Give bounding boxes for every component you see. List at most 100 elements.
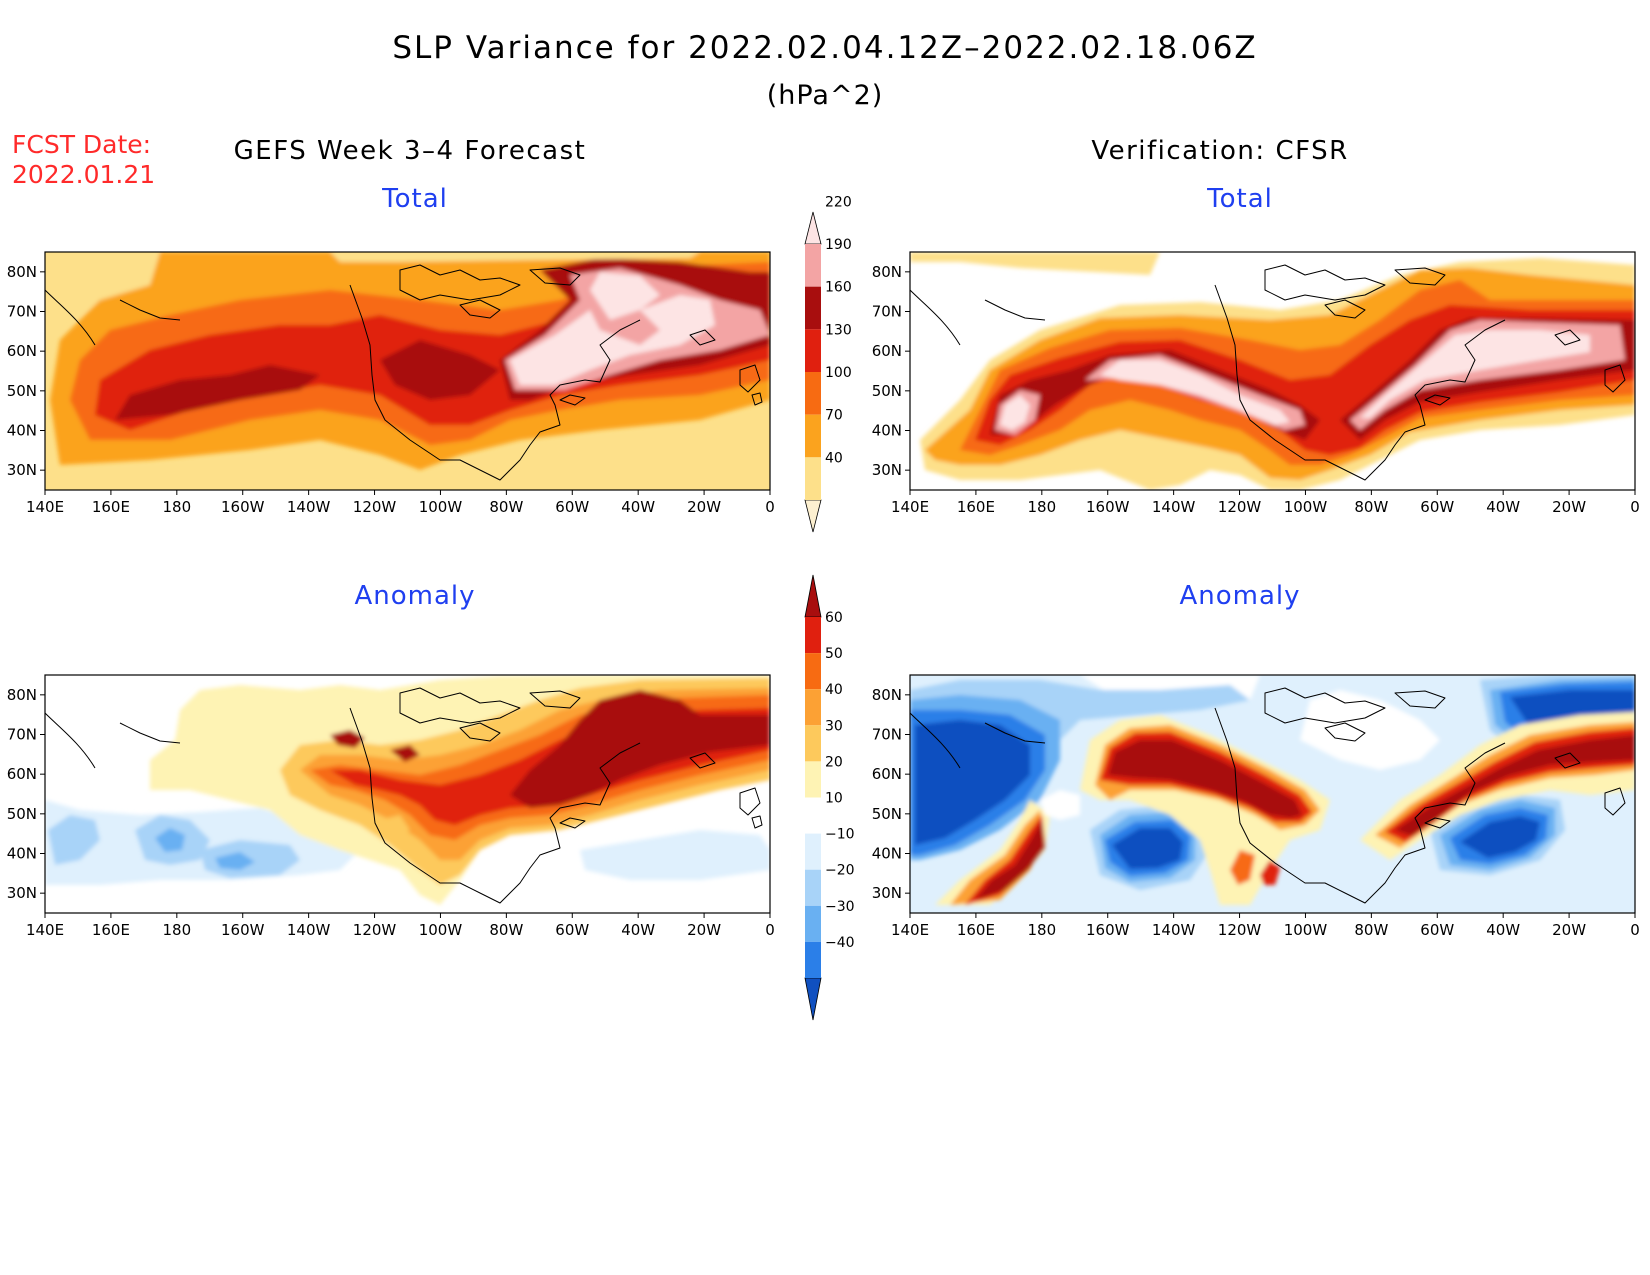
lon-tick-label-forecast-anomaly: 0 <box>765 921 775 939</box>
colorbar-anomaly-swatch <box>804 977 822 1021</box>
colorbar-anomaly-swatch <box>805 617 821 654</box>
lon-tick-label-forecast-total: 140W <box>287 498 331 516</box>
lon-tick-label-forecast-anomaly: 140W <box>287 921 331 939</box>
lon-tick-label-verification-anomaly: 80W <box>1354 921 1388 939</box>
colorbar-total-swatch <box>805 457 821 500</box>
colorbar-anomaly-label: −30 <box>825 899 855 915</box>
lat-tick-label-forecast-anomaly: 70N <box>7 726 37 744</box>
colorbar-total-label: 190 <box>825 237 852 253</box>
colorbar-anomaly-swatch <box>805 761 821 798</box>
map-panel-verification-anomaly <box>909 674 1636 914</box>
lon-tick-label-verification-total: 100W <box>1284 498 1328 516</box>
lon-tick-label-verification-total: 140W <box>1152 498 1196 516</box>
colorbar-total-swatch <box>805 414 821 458</box>
lon-tick-label-verification-anomaly: 140E <box>891 921 929 939</box>
colorbar-total-swatch <box>805 372 821 415</box>
lat-tick-label-forecast-total: 40N <box>7 422 37 440</box>
colorbar-total-swatch <box>805 329 821 372</box>
panel-title-verification-anomaly: Anomaly <box>1179 581 1301 611</box>
lon-tick-label-verification-anomaly: 40W <box>1486 921 1520 939</box>
lon-tick-label-forecast-anomaly: 100W <box>419 921 463 939</box>
axis-labels: 140E 160E 180 160W 140W 120W 100W 80W 60W 40W 20W 0… <box>7 263 1640 939</box>
lon-tick-label-verification-anomaly: 160W <box>1086 921 1130 939</box>
fcst-date-label: FCST Date: <box>12 130 152 159</box>
lon-tick-label-forecast-anomaly: 140E <box>26 921 64 939</box>
lon-tick-label-forecast-anomaly: 20W <box>687 921 721 939</box>
lat-tick-label-verification-anomaly: 80N <box>872 686 902 704</box>
colorbar-total-label: 130 <box>825 322 852 338</box>
lat-tick-label-verification-total: 30N <box>872 461 902 479</box>
lon-tick-label-forecast-total: 40W <box>621 498 655 516</box>
lat-tick-label-forecast-anomaly: 40N <box>7 845 37 863</box>
colorbar-total-swatch <box>805 244 821 287</box>
colorbar-total-label: 70 <box>825 408 843 424</box>
lat-tick-label-verification-total: 50N <box>872 382 902 400</box>
panel-title-forecast-anomaly: Anomaly <box>354 581 476 611</box>
left-column-title: GEFS Week 3–4 Forecast <box>233 136 587 166</box>
lon-tick-label-verification-anomaly: 120W <box>1218 921 1262 939</box>
lon-tick-label-forecast-anomaly: 180 <box>162 921 191 939</box>
lon-tick-label-forecast-total: 180 <box>162 498 191 516</box>
colorbar-anomaly: −40 −30 −20 −10 10 20 30 40 50 60 <box>804 574 855 1021</box>
lon-tick-label-verification-total: 60W <box>1420 498 1454 516</box>
main-title: SLP Variance for 2022.02.04.12Z–2022.02.… <box>392 30 1258 66</box>
right-column-title: Verification: CFSR <box>1091 136 1349 166</box>
lon-tick-label-verification-anomaly: 100W <box>1284 921 1328 939</box>
lon-tick-label-forecast-total: 140E <box>26 498 64 516</box>
lat-tick-label-verification-anomaly: 30N <box>872 884 902 902</box>
lat-tick-label-verification-anomaly: 50N <box>872 805 902 823</box>
colorbar-total-swatch <box>804 499 822 533</box>
lat-tick-label-forecast-total: 70N <box>7 303 37 321</box>
lon-tick-label-forecast-anomaly: 40W <box>621 921 655 939</box>
lon-tick-label-forecast-anomaly: 120W <box>353 921 397 939</box>
colorbar-total-swatch <box>804 211 822 245</box>
lat-tick-label-forecast-total: 60N <box>7 342 37 360</box>
fcst-date-value: 2022.01.21 <box>12 160 156 189</box>
lon-tick-label-verification-anomaly: 160E <box>957 921 995 939</box>
colorbar-anomaly-swatch <box>805 725 821 762</box>
map-panel-forecast-total <box>44 251 771 491</box>
colorbar-anomaly-swatch <box>805 869 821 906</box>
colorbar-anomaly-swatch <box>805 905 821 942</box>
lat-tick-label-verification-anomaly: 60N <box>872 765 902 783</box>
map-panel-forecast-anomaly <box>44 674 771 914</box>
colorbar-anomaly-label: 60 <box>825 610 843 626</box>
colorbar-anomaly-label: −20 <box>825 863 855 879</box>
lon-tick-label-forecast-anomaly: 80W <box>489 921 523 939</box>
lon-tick-label-verification-total: 40W <box>1486 498 1520 516</box>
lon-tick-label-forecast-anomaly: 60W <box>555 921 589 939</box>
colorbar-total-label: 100 <box>825 365 852 381</box>
colorbar-anomaly-swatch <box>805 833 821 870</box>
lat-tick-label-verification-total: 70N <box>872 303 902 321</box>
lon-tick-label-verification-total: 120W <box>1218 498 1262 516</box>
lon-tick-label-verification-anomaly: 140W <box>1152 921 1196 939</box>
colorbar-anomaly-label: 50 <box>825 646 843 662</box>
lat-tick-label-verification-total: 60N <box>872 342 902 360</box>
lat-tick-label-forecast-anomaly: 50N <box>7 805 37 823</box>
lon-tick-label-verification-anomaly: 180 <box>1027 921 1056 939</box>
colorbar-anomaly-label: 20 <box>825 754 843 770</box>
lat-tick-label-forecast-total: 50N <box>7 382 37 400</box>
lon-tick-label-forecast-total: 160E <box>92 498 130 516</box>
colorbar-anomaly-label: −40 <box>825 935 855 951</box>
lat-tick-label-forecast-anomaly: 80N <box>7 686 37 704</box>
lon-tick-label-verification-total: 80W <box>1354 498 1388 516</box>
colorbar-anomaly-swatch <box>804 574 822 618</box>
lon-tick-label-verification-total: 160E <box>957 498 995 516</box>
colorbar-total: 40 70 100 130 160 190 220 <box>804 194 852 533</box>
lon-tick-label-forecast-total: 20W <box>687 498 721 516</box>
colorbar-anomaly-label: 10 <box>825 791 843 807</box>
colorbar-anomaly-label: 40 <box>825 682 843 698</box>
lat-tick-label-verification-total: 40N <box>872 422 902 440</box>
colorbar-total-swatch <box>805 286 821 330</box>
colorbar-anomaly-swatch <box>805 941 821 978</box>
lon-tick-label-forecast-total: 0 <box>765 498 775 516</box>
lat-tick-label-verification-anomaly: 40N <box>872 845 902 863</box>
lon-tick-label-forecast-total: 100W <box>419 498 463 516</box>
lon-tick-label-verification-total: 180 <box>1027 498 1056 516</box>
lon-tick-label-forecast-anomaly: 160W <box>221 921 265 939</box>
colorbar-total-label: 160 <box>825 280 852 296</box>
panel-title-forecast-total: Total <box>382 184 448 214</box>
lon-tick-label-forecast-anomaly: 160E <box>92 921 130 939</box>
